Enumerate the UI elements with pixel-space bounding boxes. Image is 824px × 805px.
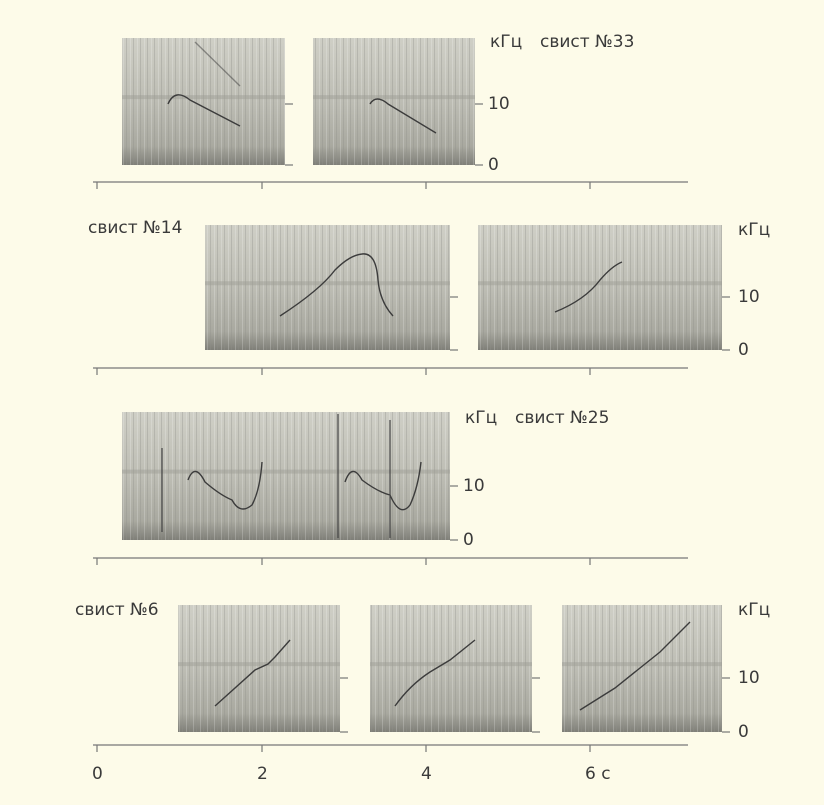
- whistle-label: свист №14: [88, 218, 182, 238]
- whistle-contour: [194, 41, 241, 87]
- spectrogram-noise: [205, 225, 450, 350]
- whistle-label: свист №33: [540, 32, 634, 52]
- spectrogram-noise: [478, 225, 722, 350]
- x-tick-label: 0: [92, 764, 103, 784]
- whistle-contour: [167, 94, 241, 127]
- whistle-contour: [214, 639, 291, 707]
- y-tick-label: 0: [738, 340, 749, 360]
- y-tick-label: 0: [463, 530, 474, 550]
- x-tick-label: 6 с: [585, 764, 611, 784]
- y-tick-label: 10: [463, 476, 485, 496]
- y-tick-label: 0: [738, 722, 749, 742]
- unit-label: кГц: [738, 600, 770, 620]
- unit-label: кГц: [465, 408, 497, 428]
- whistle-contour: [554, 261, 623, 313]
- noise-band: [370, 662, 532, 667]
- y-tick-label: 10: [738, 668, 760, 688]
- noise-band: [313, 95, 475, 100]
- spectrogram-noise: [122, 412, 450, 540]
- spectrogram-noise: [562, 605, 722, 732]
- axes: кГц свист №33 10 0 кГц свист №14 10 0 кГц свист №…: [75, 32, 770, 784]
- noise-band: [122, 95, 285, 100]
- y-tick-label: 0: [488, 155, 499, 175]
- noise-band: [478, 281, 722, 286]
- spectrogram-noise: [122, 38, 285, 165]
- noise-band: [205, 281, 450, 286]
- whistle-contour: [187, 461, 263, 510]
- spectrogram-noise: [370, 605, 532, 732]
- whistle-label: свист №25: [515, 408, 609, 428]
- whistle-label: свист №6: [75, 600, 159, 620]
- spectrogram-noise: [313, 38, 475, 165]
- noise-band: [562, 662, 722, 667]
- unit-label: кГц: [738, 220, 770, 240]
- contours: [161, 41, 691, 711]
- y-tick-label: 10: [738, 287, 760, 307]
- y-tick-label: 10: [488, 94, 510, 114]
- x-tick-label: 4: [421, 764, 432, 784]
- noise-band: [122, 469, 450, 474]
- unit-label: кГц: [490, 32, 522, 52]
- spectrograms: [122, 38, 722, 732]
- noise-band: [178, 662, 340, 667]
- whistle-contour: [579, 621, 691, 711]
- x-tick-label: 2: [257, 764, 268, 784]
- whistle-contour: [394, 639, 476, 707]
- whistle-contour: [279, 253, 394, 317]
- whistle-contour: [369, 98, 437, 134]
